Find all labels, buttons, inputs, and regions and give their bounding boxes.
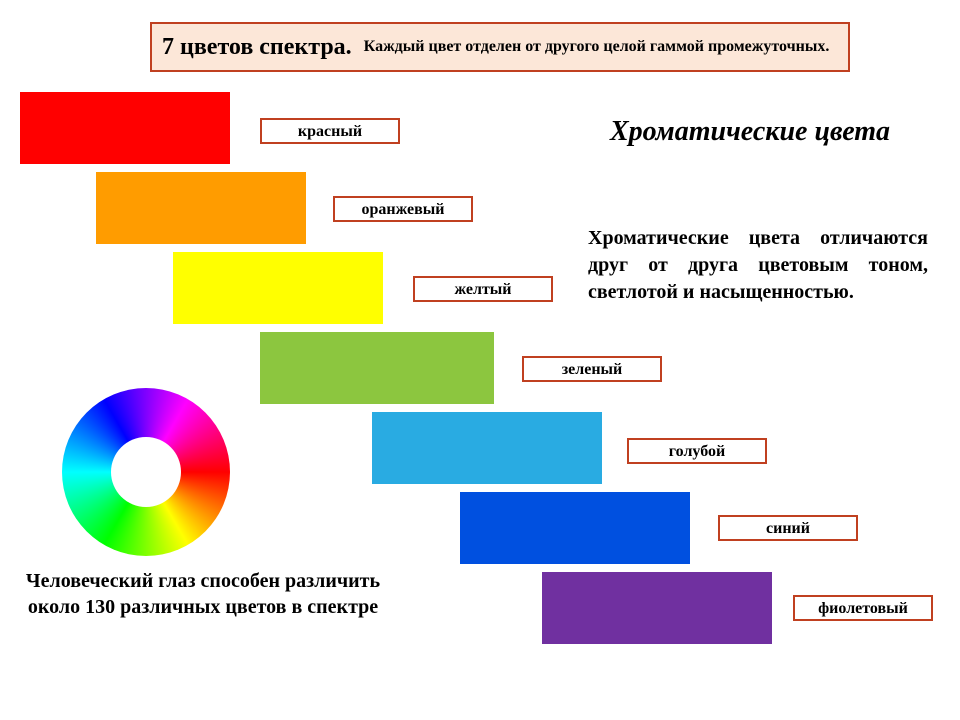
color-label-5: синий (718, 515, 858, 541)
header-subtitle: Каждый цвет отделен от другого целой гам… (364, 37, 830, 56)
color-swatch-0 (20, 92, 230, 164)
color-swatch-4 (372, 412, 602, 484)
color-label-4: голубой (627, 438, 767, 464)
color-swatch-3 (260, 332, 494, 404)
color-swatch-2 (173, 252, 383, 324)
side-heading: Хроматические цвета (580, 115, 920, 149)
header-box: 7 цветов спектра. Каждый цвет отделен от… (150, 22, 850, 72)
color-swatch-1 (96, 172, 306, 244)
color-label-3: зеленый (522, 356, 662, 382)
color-swatch-6 (542, 572, 772, 644)
side-paragraph: Хроматические цвета отличаются друг от д… (588, 225, 928, 306)
color-label-1: оранжевый (333, 196, 473, 222)
color-label-0: красный (260, 118, 400, 144)
color-label-2: желтый (413, 276, 553, 302)
color-wheel-icon (62, 388, 230, 556)
eye-caption: Человеческий глаз способен различитьокол… (18, 568, 388, 620)
header-title: 7 цветов спектра. (162, 34, 364, 61)
color-swatch-5 (460, 492, 690, 564)
color-label-6: фиолетовый (793, 595, 933, 621)
